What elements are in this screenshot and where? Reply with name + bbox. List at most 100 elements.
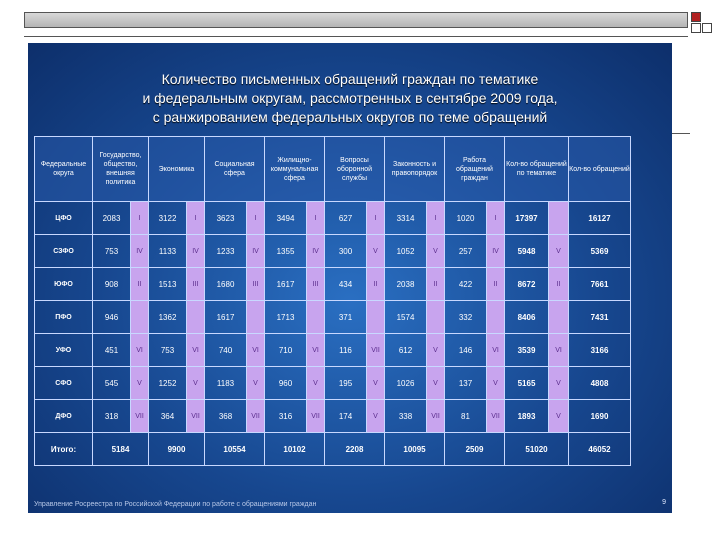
count-cell: 1020 [444,201,487,235]
count-cell: 8672 [504,267,549,301]
count-cell: 1574 [384,300,427,334]
count-cell: 3122 [148,201,187,235]
totals-label: Итого: [34,432,93,466]
footer-text: Управление Росреестра по Российской Феде… [34,501,317,508]
count-cell: 5948 [504,234,549,268]
count-cell: 612 [384,333,427,367]
count-cell: 1183 [204,366,247,400]
title-line: Количество письменных обращений граждан … [161,71,539,87]
column-header: Социальная сфера [204,136,265,202]
page-number: 9 [662,499,666,506]
rank-cell: V [306,366,325,400]
rank-cell: V [426,333,445,367]
rank-cell: VI [486,333,505,367]
rank-cell: IV [186,234,205,268]
white-square-decoration [691,23,701,33]
total-cell: 3166 [568,333,631,367]
rank-cell: IV [486,234,505,268]
column-header: Федеральные округа [34,136,93,202]
total-cell: 4808 [568,366,631,400]
rank-cell: II [426,267,445,301]
rank-cell [548,300,569,334]
rank-cell: V [366,366,385,400]
white-square-decoration [702,23,712,33]
rank-cell: III [186,267,205,301]
rank-cell: IV [306,234,325,268]
rank-cell: V [548,366,569,400]
rank-cell: IV [130,234,149,268]
table-row: ЮФО 908 II 1513 III 1680 III 1617 III 434 II 2038 II… [34,267,631,301]
count-cell: 434 [324,267,367,301]
count-cell: 137 [444,366,487,400]
rank-cell: I [246,201,265,235]
count-cell: 174 [324,399,367,433]
rank-cell: VI [246,333,265,367]
rank-cell [186,300,205,334]
rank-cell [246,300,265,334]
count-cell: 1893 [504,399,549,433]
rank-cell [366,300,385,334]
totals-row: Итого: 5184 9900 10554 10102 2208 10095 2509 510… [34,432,631,466]
rank-cell: V [186,366,205,400]
rank-cell: V [366,234,385,268]
column-header: Государство, общество, внешняя политика [92,136,149,202]
count-cell: 368 [204,399,247,433]
rank-cell [548,201,569,235]
rank-cell: VI [130,333,149,367]
count-cell: 81 [444,399,487,433]
rank-cell: V [426,234,445,268]
column-header: Законность и правопорядок [384,136,445,202]
total-value: 2208 [324,432,385,466]
count-cell: 545 [92,366,131,400]
rank-cell [130,300,149,334]
rank-cell: I [426,201,445,235]
count-cell: 908 [92,267,131,301]
rank-cell: V [426,366,445,400]
count-cell: 422 [444,267,487,301]
count-cell: 1026 [384,366,427,400]
rank-cell: II [366,267,385,301]
count-cell: 1713 [264,300,307,334]
total-value: 9900 [148,432,205,466]
rank-cell: V [246,366,265,400]
rank-cell: II [548,267,569,301]
column-header: Вопросы оборонной службы [324,136,385,202]
count-cell: 740 [204,333,247,367]
count-cell: 3539 [504,333,549,367]
count-cell: 146 [444,333,487,367]
rank-cell: IV [246,234,265,268]
total-value: 5184 [92,432,149,466]
total-value: 10554 [204,432,265,466]
table-row: УФО 451 VI 753 VI 740 VI 710 VI 116 VII 612 V 146 VI 35… [34,333,631,367]
count-cell: 1252 [148,366,187,400]
rank-cell: I [186,201,205,235]
count-cell: 3623 [204,201,247,235]
rank-cell [306,300,325,334]
count-cell: 364 [148,399,187,433]
total-cell: 1690 [568,399,631,433]
total-value: 10102 [264,432,325,466]
count-cell: 300 [324,234,367,268]
total-value: 10095 [384,432,445,466]
count-cell: 1617 [264,267,307,301]
title-line: и федеральным округам, рассмотренных в с… [142,90,558,106]
rank-cell: VII [366,333,385,367]
district-name: СФО [34,366,93,400]
district-name: ЦФО [34,201,93,235]
column-header: Экономика [148,136,205,202]
side-rule [672,133,690,134]
rank-cell: V [548,399,569,433]
total-value: 46052 [568,432,631,466]
title-line: с ранжированием федеральных округов по т… [152,109,548,125]
district-name: СЗФО [34,234,93,268]
count-cell: 1233 [204,234,247,268]
column-header: Работа обращений граждан [444,136,505,202]
table-row: ЦФО 2083 I 3122 I 3623 I 3494 I 627 I 3314 I 1020 I 173… [34,201,631,235]
count-cell: 371 [324,300,367,334]
count-cell: 2038 [384,267,427,301]
count-cell: 2083 [92,201,131,235]
rank-cell: VII [130,399,149,433]
district-name: ПФО [34,300,93,334]
header-row: Федеральные округа Государство, общество,… [34,136,631,202]
slide: Количество письменных обращений граждан … [28,43,672,513]
